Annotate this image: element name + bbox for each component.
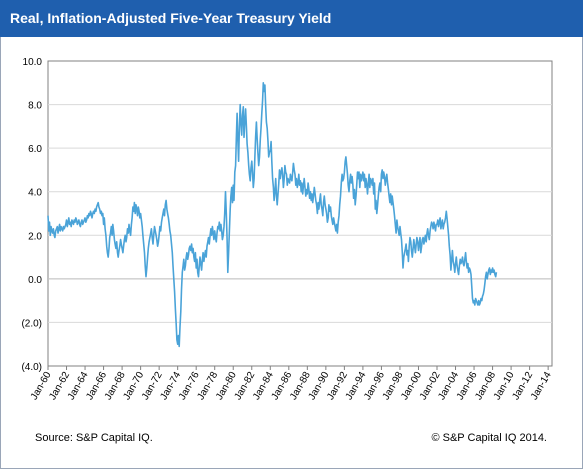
plot-area (47, 60, 553, 367)
y-tick-label: (4.0) (21, 362, 42, 373)
series-line (47, 81, 498, 348)
source-note: Source: S&P Capital IQ. (35, 432, 153, 444)
y-tick-label: 6.0 (28, 144, 42, 155)
y-tick-label: (2.0) (21, 318, 42, 329)
y-tick-label: 10.0 (23, 57, 43, 68)
chart-title: Real, Inflation-Adjusted Five-Year Treas… (10, 10, 332, 26)
line-chart: 10.08.06.04.02.00.0(2.0)(4.0)Jan-60Jan-6… (21, 57, 554, 402)
title-bar: Real, Inflation-Adjusted Five-Year Treas… (0, 0, 583, 37)
y-tick-label: 8.0 (28, 101, 42, 112)
y-tick-label: 4.0 (28, 188, 42, 199)
y-tick-label: 2.0 (28, 231, 42, 242)
copyright-note: © S&P Capital IQ 2014. (431, 432, 547, 444)
y-tick-label: 0.0 (28, 275, 42, 286)
